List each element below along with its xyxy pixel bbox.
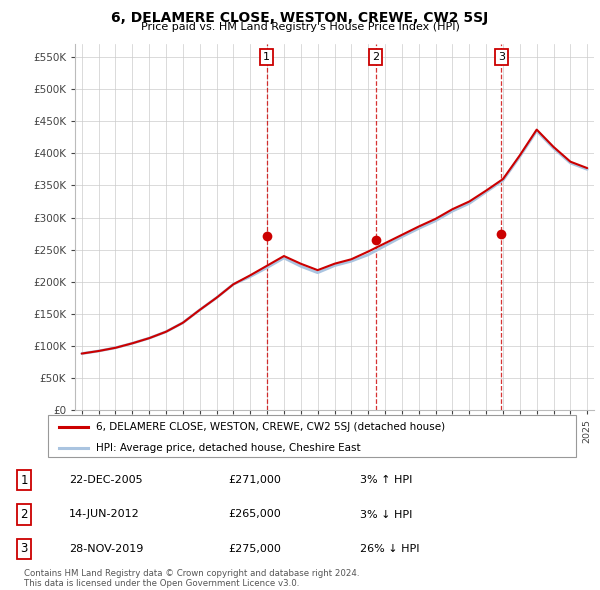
Text: 3: 3 xyxy=(20,542,28,555)
Text: Price paid vs. HM Land Registry's House Price Index (HPI): Price paid vs. HM Land Registry's House … xyxy=(140,22,460,32)
Text: 6, DELAMERE CLOSE, WESTON, CREWE, CW2 5SJ (detached house): 6, DELAMERE CLOSE, WESTON, CREWE, CW2 5S… xyxy=(95,422,445,432)
FancyBboxPatch shape xyxy=(48,415,576,457)
Text: 1: 1 xyxy=(263,52,270,62)
Text: £271,000: £271,000 xyxy=(228,476,281,485)
Text: 3% ↑ HPI: 3% ↑ HPI xyxy=(360,476,412,485)
Text: 3% ↓ HPI: 3% ↓ HPI xyxy=(360,510,412,519)
Text: 28-NOV-2019: 28-NOV-2019 xyxy=(69,544,143,553)
Text: £275,000: £275,000 xyxy=(228,544,281,553)
Text: 22-DEC-2005: 22-DEC-2005 xyxy=(69,476,143,485)
Text: 14-JUN-2012: 14-JUN-2012 xyxy=(69,510,140,519)
Text: 2: 2 xyxy=(372,52,379,62)
Text: Contains HM Land Registry data © Crown copyright and database right 2024.
This d: Contains HM Land Registry data © Crown c… xyxy=(24,569,359,588)
Text: 1: 1 xyxy=(20,474,28,487)
Text: £265,000: £265,000 xyxy=(228,510,281,519)
Text: 26% ↓ HPI: 26% ↓ HPI xyxy=(360,544,419,553)
Text: HPI: Average price, detached house, Cheshire East: HPI: Average price, detached house, Ches… xyxy=(95,443,360,453)
Text: 3: 3 xyxy=(498,52,505,62)
Text: 6, DELAMERE CLOSE, WESTON, CREWE, CW2 5SJ: 6, DELAMERE CLOSE, WESTON, CREWE, CW2 5S… xyxy=(112,11,488,25)
Text: 2: 2 xyxy=(20,508,28,521)
